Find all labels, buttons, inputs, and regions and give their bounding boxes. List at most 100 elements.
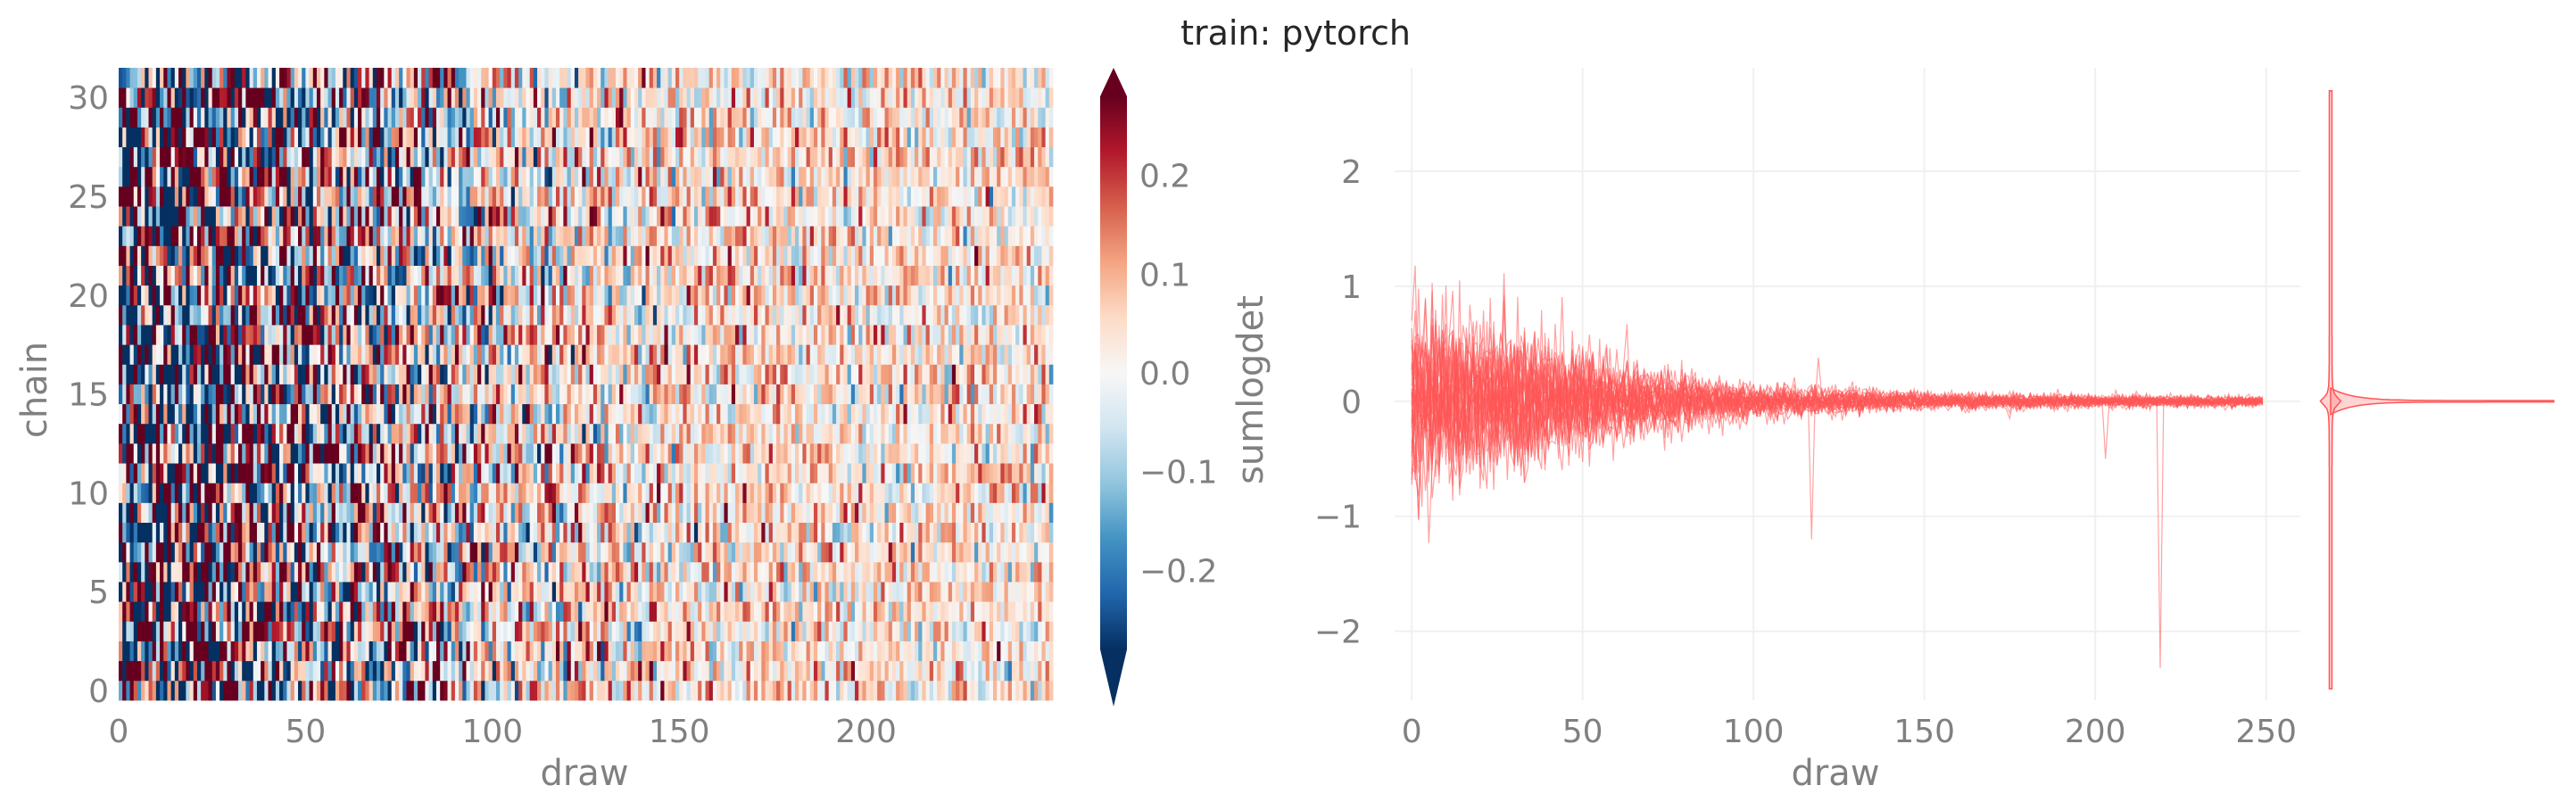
heatmap-cell bbox=[948, 541, 953, 563]
heatmap-cell bbox=[533, 423, 538, 444]
heatmap-cell bbox=[440, 680, 444, 701]
heatmap-cell bbox=[597, 304, 601, 326]
heatmap-cell bbox=[799, 561, 803, 583]
heatmap-cell bbox=[855, 680, 859, 701]
heatmap-cell bbox=[447, 384, 452, 405]
heatmap-cell bbox=[201, 582, 205, 602]
heatmap-cell bbox=[376, 522, 381, 543]
heatmap-cell bbox=[746, 344, 751, 365]
heatmap-cell bbox=[253, 442, 258, 464]
heatmap-cell bbox=[735, 502, 740, 523]
heatmap-cell bbox=[234, 463, 239, 484]
heatmap-cell bbox=[141, 541, 145, 563]
heatmap-cell bbox=[1000, 541, 1005, 563]
heatmap-cell bbox=[283, 483, 287, 503]
heatmap-cell bbox=[454, 344, 460, 365]
heatmap-cell bbox=[1023, 541, 1028, 563]
heatmap-cell bbox=[753, 582, 758, 602]
heatmap-cell bbox=[141, 522, 145, 543]
heatmap-cell bbox=[488, 325, 493, 345]
heatmap-cell bbox=[459, 403, 463, 425]
heatmap-cells bbox=[119, 68, 1054, 701]
heatmap-cell bbox=[215, 403, 220, 425]
heatmap-cell bbox=[1038, 463, 1042, 484]
heatmap-cell bbox=[343, 304, 347, 326]
heatmap-cell bbox=[873, 660, 878, 682]
heatmap-cell bbox=[253, 621, 258, 641]
heatmap-cell bbox=[563, 423, 567, 444]
heatmap-cell bbox=[402, 522, 407, 543]
heatmap-cell bbox=[592, 325, 598, 345]
heatmap-cell bbox=[772, 601, 777, 622]
heatmap-cell bbox=[1023, 621, 1028, 641]
heatmap-cell bbox=[821, 384, 825, 405]
heatmap-cell bbox=[720, 522, 725, 543]
heatmap-cell bbox=[440, 304, 444, 326]
heatmap-cell bbox=[693, 483, 699, 503]
heatmap-cell bbox=[160, 660, 164, 682]
heatmap-cell bbox=[201, 325, 205, 345]
heatmap-cell bbox=[432, 364, 437, 384]
heatmap-cell bbox=[485, 304, 490, 326]
heatmap-cell bbox=[1011, 325, 1016, 345]
heatmap-cell bbox=[122, 522, 127, 543]
heatmap-cell bbox=[1004, 344, 1009, 365]
heatmap-cell bbox=[626, 680, 632, 701]
heatmap-cell bbox=[675, 601, 680, 622]
heatmap-cell bbox=[932, 423, 938, 444]
heatmap-cell bbox=[537, 442, 542, 464]
heatmap-cell bbox=[671, 582, 676, 602]
heatmap-cell bbox=[866, 384, 871, 405]
heatmap-cell bbox=[421, 325, 426, 345]
heatmap-cell bbox=[768, 344, 774, 365]
heatmap-cell bbox=[223, 384, 228, 405]
heatmap-cell bbox=[1030, 344, 1035, 365]
heatmap-cell bbox=[215, 423, 220, 444]
heatmap-cell bbox=[978, 304, 982, 326]
heatmap-cell bbox=[589, 502, 594, 523]
heatmap-cell bbox=[783, 660, 789, 682]
heatmap-cell bbox=[193, 364, 198, 384]
heatmap-cell bbox=[477, 561, 482, 583]
heatmap-cell bbox=[141, 304, 145, 326]
heatmap-cell bbox=[567, 325, 572, 345]
heatmap-cell bbox=[891, 601, 897, 622]
heatmap-cell bbox=[141, 423, 145, 444]
heatmap-cell bbox=[204, 463, 209, 484]
heatmap-cell bbox=[907, 403, 912, 425]
heatmap-cell bbox=[249, 483, 254, 503]
heatmap-cell bbox=[223, 304, 228, 326]
heatmap-cell bbox=[129, 403, 135, 425]
heatmap-cell bbox=[869, 541, 874, 563]
heatmap-cell bbox=[727, 522, 733, 543]
heatmap-cell bbox=[809, 442, 815, 464]
heatmap-cell bbox=[753, 680, 758, 701]
heatmap-cell bbox=[608, 601, 613, 622]
heatmap-cell bbox=[791, 582, 796, 602]
heatmap-cell bbox=[399, 522, 403, 543]
heatmap-cell bbox=[567, 680, 572, 701]
heatmap-cell bbox=[219, 641, 224, 662]
heatmap-cell bbox=[245, 483, 250, 503]
heatmap-cell bbox=[145, 442, 149, 464]
heatmap-cell bbox=[119, 325, 123, 345]
heatmap-cell bbox=[548, 364, 553, 384]
heatmap-cell bbox=[249, 364, 254, 384]
heatmap-cell bbox=[529, 403, 534, 425]
heatmap-cell bbox=[137, 660, 142, 682]
heatmap-cell bbox=[343, 483, 347, 503]
heatmap-cell bbox=[698, 641, 702, 662]
heatmap-cell bbox=[824, 660, 830, 682]
heatmap-cell bbox=[840, 660, 844, 682]
heatmap-cell bbox=[469, 502, 475, 523]
heatmap-cell bbox=[884, 641, 890, 662]
heatmap-cell bbox=[705, 582, 710, 602]
heatmap-cell bbox=[649, 344, 654, 365]
heatmap-cell bbox=[705, 541, 710, 563]
heatmap-cell bbox=[660, 502, 665, 523]
heatmap-cell bbox=[208, 502, 213, 523]
heatmap-cell bbox=[1023, 601, 1028, 622]
heatmap-cell bbox=[888, 621, 893, 641]
heatmap-cell bbox=[211, 325, 217, 345]
heatmap-cell bbox=[182, 463, 186, 484]
